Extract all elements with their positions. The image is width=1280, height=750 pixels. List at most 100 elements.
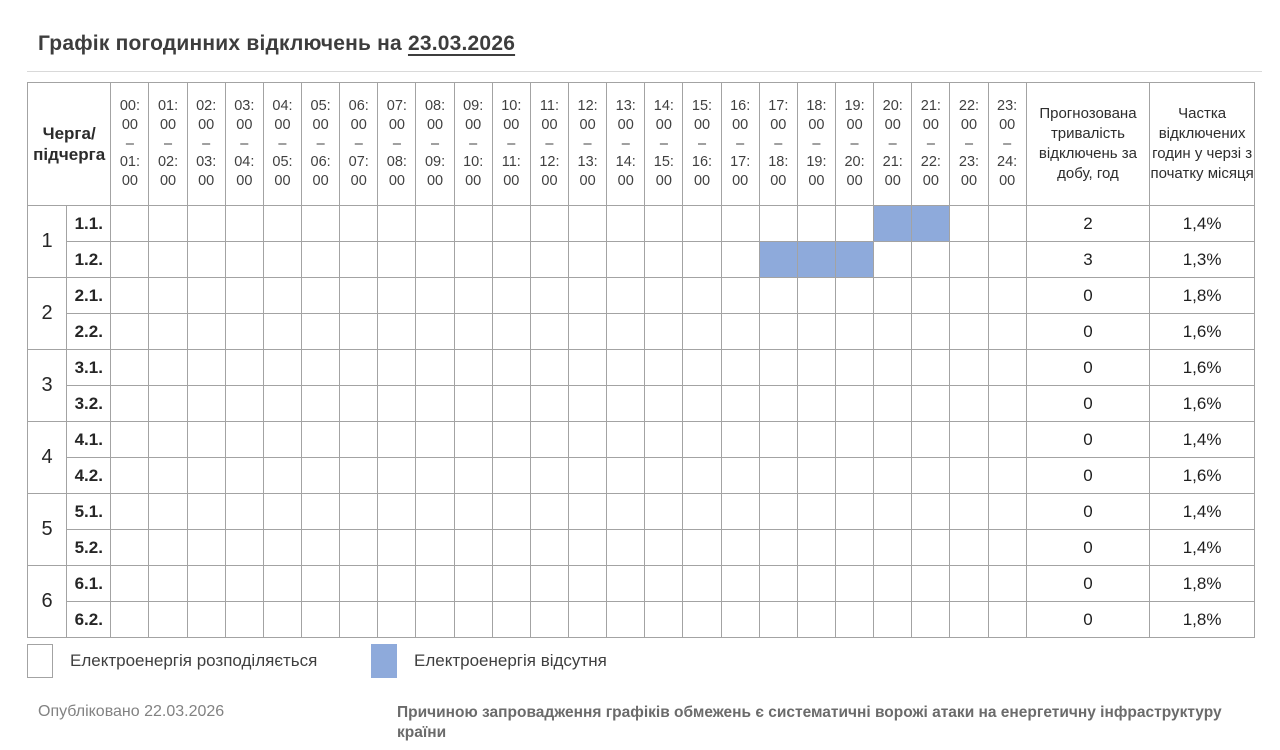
hour-cell (911, 493, 951, 530)
hour-cell (606, 421, 646, 458)
hour-cell (415, 601, 455, 638)
hour-cell (224, 493, 264, 530)
hour-cell (186, 313, 226, 350)
title-separator (27, 71, 1262, 72)
hour-cell (834, 601, 875, 638)
hour-cell (529, 277, 570, 314)
hour-cell (644, 349, 684, 386)
hour-cell (987, 457, 1027, 494)
hour-cell (377, 313, 417, 350)
hour-cell (873, 493, 913, 530)
subqueue-label: 5.1. (66, 493, 112, 530)
hour-cell (262, 385, 303, 422)
hour-cell (453, 601, 493, 638)
duration-value: 3 (1025, 241, 1151, 278)
outage-hour-cell (834, 241, 875, 278)
queue-number: 6 (26, 565, 68, 638)
hour-cell (568, 529, 608, 566)
hour-cell (262, 565, 303, 602)
hour-cell (148, 241, 188, 278)
hour-cell (796, 601, 837, 638)
table-row: 6.2. 0 1,8% (28, 601, 1255, 638)
hour-cell (911, 565, 951, 602)
table-row: 5 5.1. 0 1,4% (26, 493, 1255, 566)
share-value: 1,4% (1149, 529, 1255, 566)
hour-cell (301, 565, 341, 602)
hour-cell (339, 529, 379, 566)
hour-cell (758, 529, 798, 566)
hour-cell (911, 277, 951, 314)
hour-cell (644, 457, 684, 494)
hour-cell (644, 529, 684, 566)
hour-cell (529, 421, 570, 458)
hour-cell (415, 205, 455, 242)
hour-cell (834, 421, 875, 458)
hour-cell (339, 457, 379, 494)
hour-cell (262, 313, 303, 350)
hour-cell (644, 241, 684, 278)
hour-header: 02: 00 – 03: 00 (186, 82, 226, 206)
hour-cell (301, 457, 341, 494)
hour-cell (987, 493, 1027, 530)
hour-cell (720, 529, 760, 566)
hour-cell (491, 385, 531, 422)
hour-cell (415, 385, 455, 422)
hour-cell (873, 457, 913, 494)
hour-cell (453, 313, 493, 350)
hour-cell (453, 565, 493, 602)
hour-cell (301, 349, 341, 386)
hour-cell (796, 529, 837, 566)
hour-cell (720, 457, 760, 494)
subqueue-label: 1.1. (66, 205, 112, 242)
hour-cell (262, 349, 303, 386)
hour-cell (186, 205, 226, 242)
hour-cell (796, 385, 837, 422)
hour-cell (148, 313, 188, 350)
hour-cell (186, 529, 226, 566)
hour-cell (110, 349, 150, 386)
hour-cell (949, 565, 989, 602)
subqueue-label: 5.2. (66, 529, 112, 566)
hour-cell (529, 601, 570, 638)
share-value: 1,4% (1149, 421, 1255, 458)
duration-value: 0 (1025, 601, 1151, 638)
hour-cell (186, 277, 226, 314)
hour-cell (682, 493, 722, 530)
hour-cell (148, 601, 188, 638)
hour-cell (377, 385, 417, 422)
hour-cell (873, 385, 913, 422)
hour-cell (987, 349, 1027, 386)
hour-cell (682, 529, 722, 566)
legend-label-power-on: Електроенергія розподіляється (70, 651, 318, 670)
subqueue-label: 2.2. (66, 313, 112, 350)
hour-cell (224, 313, 264, 350)
hour-cell (644, 313, 684, 350)
queue-number: 5 (26, 493, 68, 566)
hour-cell (834, 385, 875, 422)
hour-cell (186, 241, 226, 278)
hour-cell (148, 457, 188, 494)
hour-cell (415, 421, 455, 458)
hour-cell (377, 421, 417, 458)
hour-cell (491, 529, 531, 566)
page: Графік погодинних відключень на 23.03.20… (26, 32, 1262, 741)
power-on-swatch (27, 644, 53, 678)
hour-cell (415, 313, 455, 350)
hour-cell (644, 493, 684, 530)
hour-cell (377, 277, 417, 314)
hour-cell (415, 349, 455, 386)
hour-cell (987, 313, 1027, 350)
legend-label-power-off: Електроенергія відсутня (414, 651, 607, 670)
hour-cell (987, 205, 1027, 242)
hour-cell (110, 601, 150, 638)
hour-cell (758, 349, 798, 386)
hour-cell (491, 457, 531, 494)
hour-cell (186, 493, 226, 530)
hour-cell (911, 457, 951, 494)
hour-cell (758, 421, 798, 458)
hour-cell (834, 205, 875, 242)
hour-cell (339, 385, 379, 422)
hour-cell (110, 241, 150, 278)
hour-cell (301, 313, 341, 350)
table-row: 2.2. 0 1,6% (28, 313, 1255, 350)
